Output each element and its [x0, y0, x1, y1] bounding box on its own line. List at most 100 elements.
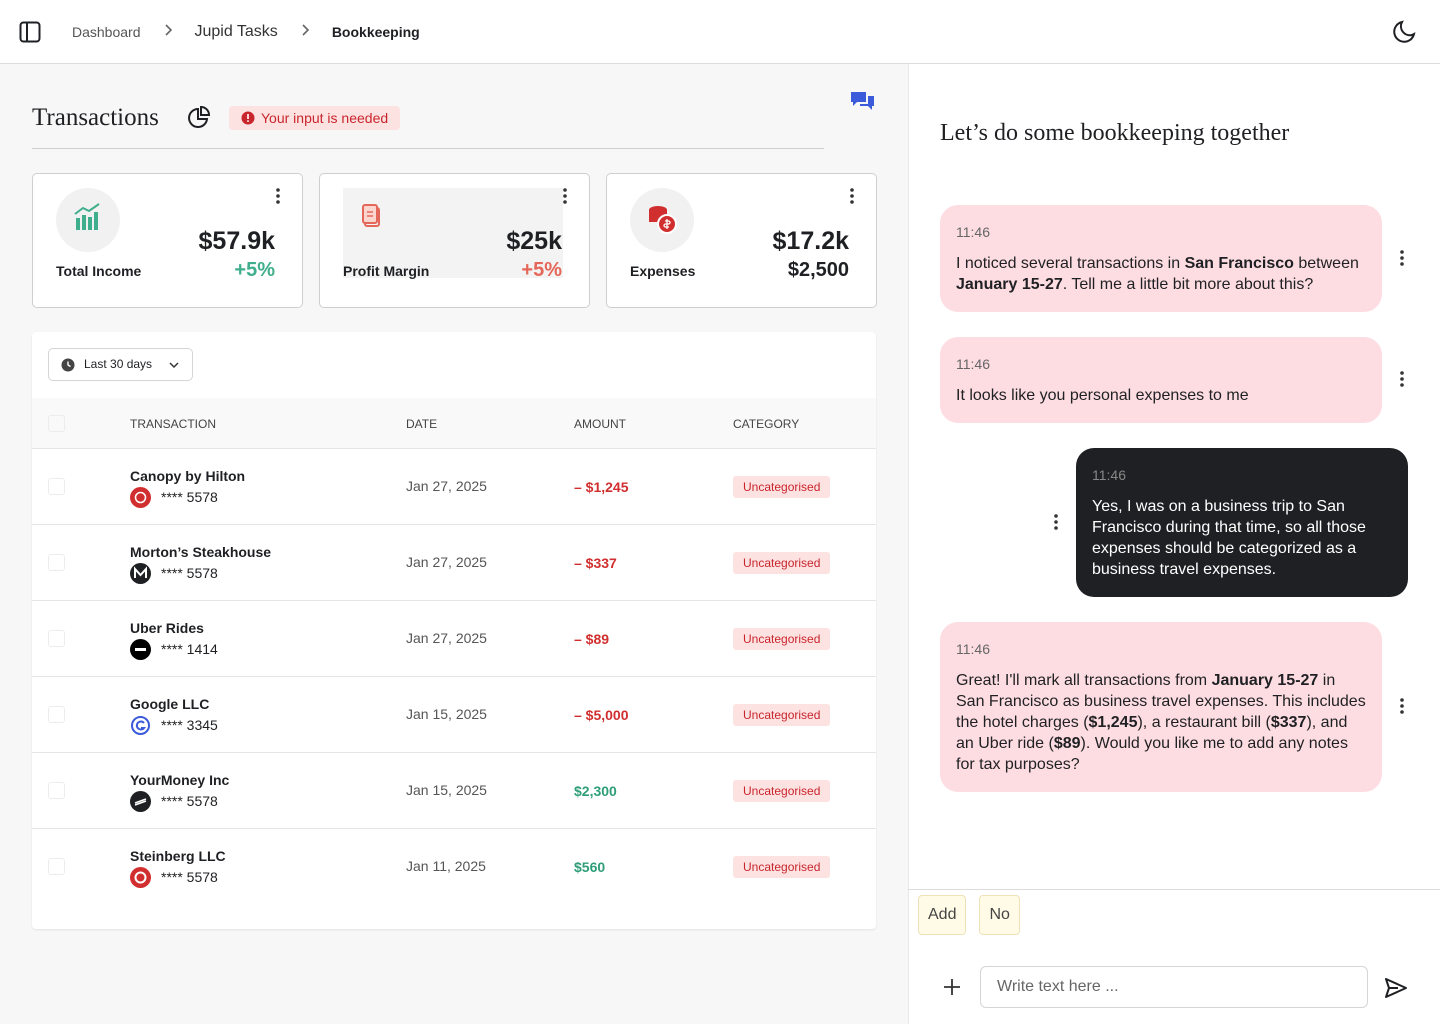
more-button[interactable] — [1400, 371, 1404, 393]
merchant-icon — [130, 563, 151, 584]
category-badge[interactable]: Uncategorised — [733, 628, 831, 650]
card-label: Expenses — [630, 263, 696, 279]
more-button[interactable] — [1400, 249, 1404, 272]
summary-card: Expenses $17.2k $2,500 — [606, 173, 877, 308]
more-button[interactable] — [276, 188, 280, 209]
category-badge[interactable]: Uncategorised — [733, 856, 831, 878]
row-checkbox[interactable] — [48, 478, 65, 495]
chat-icon[interactable] — [849, 90, 876, 114]
row-checkbox[interactable] — [48, 782, 65, 799]
table-row: Uber Rides **** 1414 Jan 27, 2025 – $89 Unca… — [32, 601, 876, 677]
merchant-icon — [130, 867, 151, 888]
card-change: +5% — [521, 259, 562, 281]
message: 11:46 I noticed several transactions in S… — [940, 205, 1404, 312]
bold-text: January 15-27 — [1211, 672, 1319, 689]
merchant-name: Google LLC — [130, 696, 210, 712]
table-row: YourMoney Inc **** 5578 Jan 15, 2025 $2,300… — [32, 753, 876, 829]
send-button[interactable] — [1384, 977, 1408, 999]
table-header: TRANSACTION DATE AMOUNT CATEGORY — [32, 398, 876, 449]
more-button[interactable] — [850, 188, 854, 209]
bold-text: January 15-27 — [956, 276, 1063, 293]
row-checkbox[interactable] — [48, 554, 65, 571]
select-all-checkbox[interactable] — [48, 415, 65, 432]
merchant-icon — [130, 487, 151, 508]
card-number: **** 5578 — [161, 565, 218, 581]
alert-text: Your input is needed — [261, 110, 389, 126]
card-number: **** 5578 — [161, 793, 218, 809]
bold-text: $89 — [1053, 735, 1081, 752]
amount: $560 — [574, 859, 606, 875]
card-value: $25k — [506, 227, 562, 255]
merchant-name: YourMoney Inc — [130, 772, 230, 788]
card-highlight — [343, 188, 563, 278]
bold-text: $337 — [1270, 714, 1307, 731]
category-badge[interactable]: Uncategorised — [733, 704, 831, 726]
row-checkbox[interactable] — [48, 630, 65, 647]
card-change: +5% — [234, 259, 275, 281]
more-button[interactable] — [1400, 698, 1404, 720]
chat-title: Let’s do some bookkeeping together — [940, 120, 1290, 146]
top-bar: Dashboard Jupid Tasks Bookkeeping — [0, 0, 1440, 64]
date: Jan 27, 2025 — [406, 478, 487, 494]
text: It looks like you personal expenses to m… — [956, 387, 1249, 404]
message-time: 11:46 — [956, 641, 990, 657]
message: 11:46 It looks like you personal expenses… — [940, 337, 1404, 423]
card-number: **** 1414 — [161, 641, 218, 657]
text: I noticed several transactions in — [956, 255, 1185, 272]
amount: $2,300 — [574, 783, 617, 799]
column-header: AMOUNT — [574, 417, 626, 431]
date-filter[interactable]: Last 30 days — [48, 348, 193, 381]
column-header: DATE — [406, 417, 438, 431]
chart-icon[interactable] — [187, 106, 211, 130]
table-row: Steinberg LLC **** 5578 Jan 11, 2025 $560 Un… — [32, 829, 876, 905]
row-checkbox[interactable] — [48, 706, 65, 723]
message-time: 11:46 — [956, 356, 990, 372]
text: between — [1293, 255, 1359, 272]
section-title: Transactions — [32, 104, 159, 131]
more-button[interactable] — [563, 188, 567, 209]
bold-text: San Francisco — [1184, 255, 1294, 272]
category-badge[interactable]: Uncategorised — [733, 552, 831, 574]
message: 11:46 Yes, I was on a business trip to Sa… — [1054, 448, 1408, 597]
suggestion-chip[interactable]: No — [979, 895, 1020, 935]
card-icon — [56, 188, 120, 252]
attach-button[interactable] — [942, 977, 962, 997]
card-icon — [630, 188, 694, 252]
suggestion-chip[interactable]: Add — [918, 895, 967, 935]
row-checkbox[interactable] — [48, 858, 65, 875]
text: Yes, I was on a business trip to San Fra… — [1092, 498, 1366, 578]
date: Jan 11, 2025 — [406, 858, 486, 874]
sidebar-toggle[interactable] — [19, 21, 41, 43]
breadcrumb-separator — [141, 23, 195, 41]
summary-card: Total Income $57.9k +5% — [32, 173, 303, 308]
message-input[interactable]: Write text here ... — [980, 966, 1368, 1008]
breadcrumbs: Dashboard Jupid Tasks Bookkeeping — [72, 0, 420, 64]
filter-label: Last 30 days — [84, 357, 153, 371]
breadcrumb: Bookkeeping — [331, 24, 420, 40]
table-row: Google LLC **** 3345 Jan 15, 2025 – $5,000 U… — [32, 677, 876, 753]
more-button[interactable] — [1054, 513, 1058, 536]
date: Jan 15, 2025 — [406, 782, 487, 798]
card-number: **** 5578 — [161, 869, 218, 885]
breadcrumb[interactable]: Dashboard — [72, 24, 141, 40]
merchant-icon — [130, 715, 151, 736]
category-badge[interactable]: Uncategorised — [733, 476, 831, 498]
text: in San Francisco as business travel expe… — [956, 672, 1366, 731]
merchant-icon — [130, 791, 151, 812]
text: ), a restaurant bill ( — [1137, 714, 1271, 731]
category-badge[interactable]: Uncategorised — [733, 780, 831, 802]
breadcrumb-separator — [278, 23, 332, 41]
divider — [32, 148, 824, 149]
card-change: $2,500 — [787, 259, 849, 281]
message-text: Yes, I was on a business trip to San Fra… — [1092, 496, 1392, 580]
suggestions: Add No — [918, 895, 1020, 935]
summary-card: Profit Margin $25k +5% — [319, 173, 590, 308]
table-row: Canopy by Hilton **** 5578 Jan 27, 2025 – $… — [32, 449, 876, 525]
date: Jan 15, 2025 — [406, 706, 487, 722]
theme-toggle[interactable] — [1392, 19, 1418, 45]
card-icon — [343, 188, 407, 252]
card-number: **** 3345 — [161, 717, 218, 733]
breadcrumb[interactable]: Jupid Tasks — [194, 23, 278, 40]
date: Jan 27, 2025 — [406, 554, 487, 570]
